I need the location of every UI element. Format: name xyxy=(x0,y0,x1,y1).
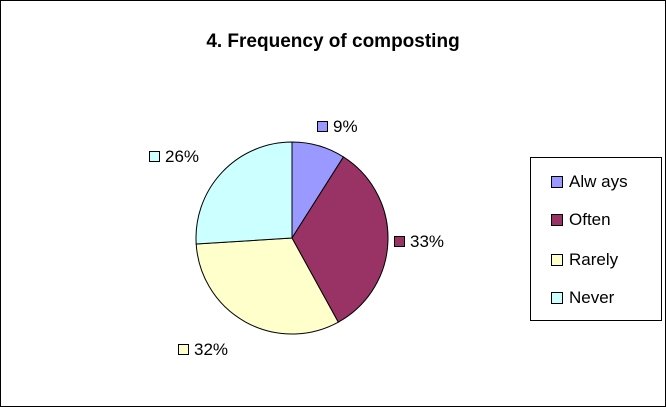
legend-item-never: Never xyxy=(551,288,614,308)
legend-item-rarely: Rarely xyxy=(551,250,618,270)
chart-title: 4. Frequency of composting xyxy=(206,31,460,52)
legend-swatch-rarely xyxy=(551,254,563,266)
legend-swatch-never xyxy=(551,292,563,304)
data-label-swatch-never xyxy=(149,151,160,162)
pie-slice-never xyxy=(195,141,293,245)
legend-swatch-often xyxy=(551,214,563,226)
data-label-swatch-rarely xyxy=(178,344,189,355)
chart-legend: Alw ays Often Rarely Never xyxy=(530,157,662,321)
data-label-always: 9% xyxy=(317,118,358,135)
legend-item-often: Often xyxy=(551,210,611,230)
data-label-swatch-often xyxy=(394,236,405,247)
data-label-rarely: 32% xyxy=(178,341,228,358)
data-label-swatch-always xyxy=(317,121,328,132)
legend-item-always: Alw ays xyxy=(551,172,628,192)
pie-slice-rarely xyxy=(195,237,339,335)
data-label-often: 33% xyxy=(394,233,444,250)
data-label-never: 26% xyxy=(149,148,199,165)
legend-swatch-always xyxy=(551,176,563,188)
